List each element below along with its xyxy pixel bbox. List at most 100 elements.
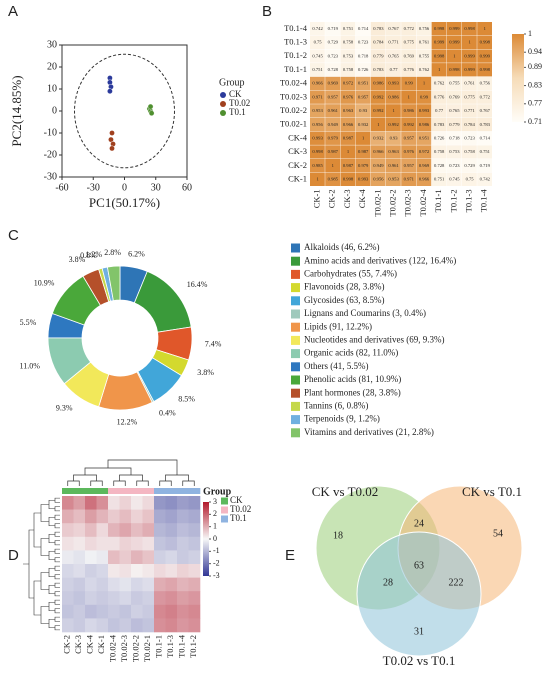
cell-label: 0.998 <box>464 26 475 31</box>
heatmap-cell <box>131 536 143 551</box>
cell-label: 1 <box>484 26 487 31</box>
legend-swatch <box>291 375 300 385</box>
slice-label: 7.4% <box>205 339 222 348</box>
column-dendrogram <box>67 459 195 486</box>
heatmap-cell <box>131 564 143 578</box>
cell-label: 0.963 <box>343 108 354 113</box>
heatmap-cell <box>431 117 447 132</box>
cell-label: 0.953 <box>312 108 323 113</box>
cell-label: 0.769 <box>404 53 415 58</box>
row-label: T0.1-2 <box>284 50 307 60</box>
slice-label: 3.8% <box>69 255 86 264</box>
legend-swatch <box>291 349 300 359</box>
legend-label: Lipids (91, 12.2%) <box>304 321 372 331</box>
cell-label: 0.992 <box>388 122 399 127</box>
heatmap-cell <box>154 577 166 592</box>
column-label: T0.1-4 <box>177 634 187 658</box>
legend-title: Group <box>219 77 245 88</box>
heatmap-cell <box>416 49 432 63</box>
heatmap-cell <box>85 509 97 524</box>
plot-frame <box>61 44 188 178</box>
point <box>148 110 155 116</box>
heatmap-cell <box>340 159 356 173</box>
heatmap-cell <box>119 536 132 551</box>
heatmap-cell <box>446 90 462 104</box>
heatmap-cell <box>370 90 386 104</box>
panel-label: C <box>8 227 19 244</box>
heatmap-cell <box>370 159 386 173</box>
x-tick-label: 60 <box>182 182 192 193</box>
heatmap-cell <box>355 104 371 118</box>
cell-label: 0.775 <box>464 94 475 99</box>
cell-label: 0.972 <box>343 81 354 86</box>
heatmap-cell <box>477 76 492 91</box>
heatmap-cell <box>177 604 189 619</box>
cell-label: 1 <box>347 149 350 154</box>
heatmap-cell <box>340 35 356 49</box>
cell-label: 0.719 <box>328 26 339 31</box>
cell-label: 0.932 <box>373 136 384 141</box>
cell-label: 0.985 <box>328 177 339 182</box>
x-tick-label: 0 <box>122 182 127 193</box>
cell-label: 0.714 <box>480 136 491 141</box>
cell-label: 0.758 <box>343 67 354 72</box>
heatmap-cell <box>370 76 386 91</box>
heatmap-cell <box>477 63 492 77</box>
heatmap-cell <box>108 523 120 538</box>
colorbar-label: 0 <box>213 534 217 543</box>
legend-label: T0.02 <box>230 504 251 514</box>
cell-label: 0.949 <box>328 122 339 127</box>
heatmap-cell <box>446 131 462 145</box>
heatmap-cell <box>325 49 340 63</box>
cell-label: 0.932 <box>358 122 369 127</box>
heatmap-cell <box>108 577 120 592</box>
heatmap-cell <box>131 604 143 619</box>
colorbar-label: 1 <box>528 29 532 38</box>
heatmap-cell <box>355 63 371 77</box>
cell-label: 0.755 <box>449 81 460 86</box>
cell-label: 0.728 <box>434 163 445 168</box>
heatmap-cell <box>431 49 447 63</box>
heatmap-cell <box>462 159 477 173</box>
heatmap-cell <box>165 564 178 578</box>
heatmap-cell <box>108 591 120 606</box>
heatmap-cell <box>386 145 401 159</box>
heatmap-cell <box>73 604 86 619</box>
cell-label: 0.77 <box>435 108 444 113</box>
heatmap-cell <box>477 159 492 173</box>
column-label: CK-4 <box>357 189 367 209</box>
heatmap-cell <box>165 577 178 592</box>
heatmap-cell <box>401 76 416 91</box>
colorbar-label: 0.71 <box>528 117 542 126</box>
x-axis-label: PC1(50.17%) <box>89 195 160 210</box>
cell-label: 0.986 <box>419 122 430 127</box>
slice-label: 1.2% <box>85 250 102 259</box>
heatmap-cell <box>401 145 416 159</box>
legend-label: T0.1 <box>229 107 246 117</box>
heatmap-cell <box>165 604 178 619</box>
group-bar <box>108 488 120 494</box>
cell-label: 0.761 <box>464 81 475 86</box>
cell-label: 0.783 <box>434 122 445 127</box>
heatmap-cell <box>310 159 325 173</box>
heatmap-cell <box>188 618 201 633</box>
colorbar-label: 0.83 <box>528 80 542 89</box>
heatmap-cell <box>154 564 166 578</box>
row-label: T0.02-2 <box>280 105 307 115</box>
row-label: T0.1-1 <box>284 64 307 74</box>
slice-label: 11.0% <box>20 361 41 370</box>
column-label: CK-3 <box>73 635 83 654</box>
heatmap-cell <box>310 22 325 36</box>
legend-swatch <box>291 296 300 306</box>
heatmap-cell <box>96 509 109 524</box>
cell-label: 1 <box>408 94 411 99</box>
point <box>109 145 115 152</box>
heatmap-cell <box>355 90 371 104</box>
cell-label: 0.751 <box>343 26 354 31</box>
cell-label: 0.987 <box>343 136 354 141</box>
y-tick-label: -30 <box>44 171 57 182</box>
heatmap-cell <box>310 172 325 186</box>
cell-label: 0.783 <box>480 122 491 127</box>
cell-label: 0.971 <box>312 94 323 99</box>
heatmap-cell <box>325 76 340 91</box>
